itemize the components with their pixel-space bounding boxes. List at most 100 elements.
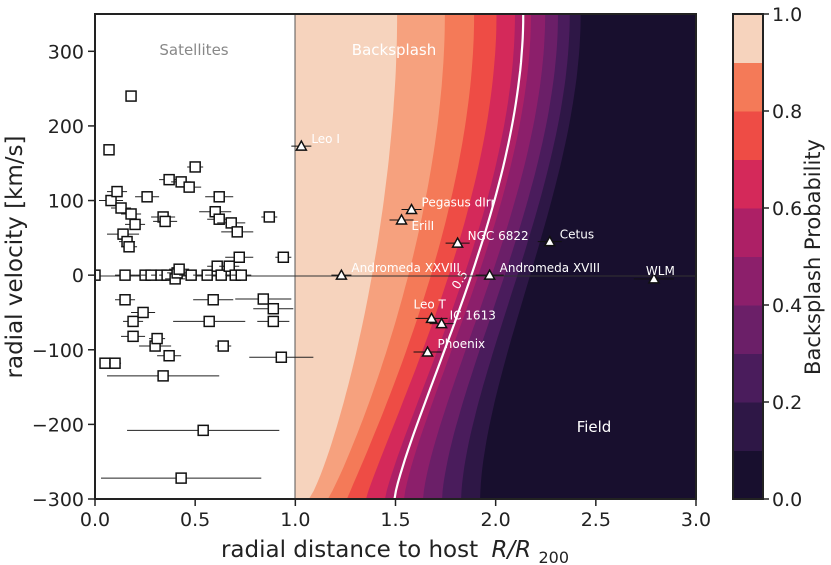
x-tick-label: 1.0	[280, 509, 310, 531]
colorbar-tick-label: 1.0	[772, 4, 802, 26]
galaxy-marker	[483, 268, 496, 280]
y-tick-label: 100	[48, 191, 84, 213]
galaxy-marker	[451, 236, 464, 248]
colorbar-segment	[733, 111, 763, 160]
satellite-marker	[129, 218, 141, 231]
y-tick-label: 300	[48, 41, 84, 63]
satellite-marker	[223, 260, 235, 272]
satellite-marker	[235, 269, 247, 281]
satellite-marker	[137, 306, 149, 319]
galaxy-marker	[405, 202, 418, 215]
satellite-marker	[267, 315, 280, 328]
satellite-marker	[127, 330, 139, 343]
x-axis-label-sub: 200	[538, 548, 569, 565]
colorbar-segment	[733, 14, 763, 63]
satellite-marker	[175, 472, 187, 484]
x-tick-label: 3.0	[681, 509, 711, 531]
satellite-marker	[231, 226, 243, 238]
satellite-marker	[105, 194, 117, 207]
galaxy-label: NGC 6822	[468, 229, 529, 243]
backsplash-region-label: Backsplash	[352, 41, 436, 59]
satellite-marker	[159, 215, 171, 228]
galaxy-label: Andromeda XXVIII	[351, 261, 460, 275]
colorbar-tick-label: 0.4	[772, 295, 802, 317]
colorbar-segment	[733, 256, 763, 306]
probability-contours	[295, 14, 696, 499]
satellite-marker	[115, 202, 127, 214]
y-tick-label: −200	[32, 414, 84, 436]
satellite-marker	[263, 211, 276, 223]
satellite-marker	[95, 269, 101, 281]
galaxy-label: Andromeda XVIII	[500, 261, 600, 275]
x-axis-label: radial distance to host R/R 200	[221, 537, 569, 565]
satellite-marker	[163, 173, 175, 186]
x-tick-label: 1.5	[380, 509, 410, 531]
x-axis-label-text: radial distance to host	[221, 537, 478, 563]
colorbar-tick-label: 0.0	[772, 489, 802, 511]
galaxy-label: ErilI	[412, 219, 435, 233]
x-tick-label: 2.0	[481, 509, 511, 531]
x-axis-label-math: R/R	[491, 537, 531, 563]
satellite-marker	[157, 370, 169, 382]
satellite-marker	[277, 251, 290, 263]
colorbar-tick-label: 0.6	[772, 198, 802, 220]
galaxy-label: Leo I	[311, 132, 340, 146]
satellite-marker	[99, 357, 111, 369]
colorbar-tick-label: 0.8	[772, 101, 802, 123]
galaxy-label: IC 1613	[450, 309, 496, 323]
colorbar-label: Backsplash Probability	[801, 139, 825, 375]
colorbar-segment	[733, 159, 763, 209]
satellite-marker	[111, 185, 123, 198]
colorbar-ticks: 0.0 0.2 0.4 0.6 0.8 1.0	[763, 4, 802, 511]
satellite-marker	[109, 357, 121, 369]
satellite-marker	[183, 181, 195, 193]
satellite-marker	[173, 263, 185, 275]
x-tick-label: 0.0	[80, 509, 110, 531]
satellite-marker	[125, 208, 137, 220]
y-axis-label: radial velocity [km/s]	[2, 136, 28, 379]
galaxy-label: Leo T	[414, 297, 447, 311]
satellite-marker	[267, 302, 280, 315]
satellite-marker	[257, 293, 270, 305]
satellite-marker	[207, 294, 219, 306]
galaxy-marker	[335, 268, 348, 280]
satellite-marker	[189, 161, 201, 173]
galaxy-label: WLM	[646, 264, 675, 278]
galaxy-label: Phoenix	[438, 337, 486, 351]
colorbar-segment	[733, 62, 763, 112]
satellite-marker	[127, 315, 139, 328]
satellite-marker	[119, 269, 131, 281]
colorbar-frame	[732, 13, 764, 500]
y-tick-label: −100	[32, 340, 84, 362]
galaxy-marker	[435, 317, 448, 329]
colorbar-segment	[733, 450, 763, 500]
colorbar-segment	[733, 305, 763, 354]
galaxy-marker	[295, 139, 308, 151]
satellite-marker	[225, 217, 237, 229]
satellites-series	[95, 90, 314, 484]
half-probability-contour-line	[393, 14, 525, 499]
galaxy-label: Cetus	[560, 228, 594, 242]
satellite-marker	[123, 241, 135, 253]
satellite-marker	[213, 213, 225, 225]
galaxy-marker	[543, 235, 557, 247]
satellite-marker	[103, 144, 115, 156]
satellite-marker	[233, 251, 245, 263]
galaxy-marker	[421, 345, 434, 357]
galaxy-marker	[425, 311, 438, 324]
galaxy-label: Pegasus dIrr	[422, 195, 496, 209]
y-tick-label: 0	[72, 265, 84, 287]
galaxy-marker	[395, 213, 408, 225]
galaxy-marker	[647, 272, 661, 284]
colorbar-segment	[733, 353, 763, 403]
satellite-marker	[217, 340, 229, 352]
x-tick-label: 2.5	[581, 509, 611, 531]
y-axis-ticks: −300 −200 −100 0 100 200 300	[32, 41, 95, 511]
satellite-marker	[213, 191, 225, 203]
galaxies-series: Leo I Andromeda XXVIII Pegasus dIrr ErilI NG…	[291, 132, 675, 357]
satellite-marker	[141, 191, 153, 203]
satellite-marker	[203, 315, 215, 328]
satellite-marker	[119, 294, 131, 306]
satellite-marker	[275, 351, 288, 363]
